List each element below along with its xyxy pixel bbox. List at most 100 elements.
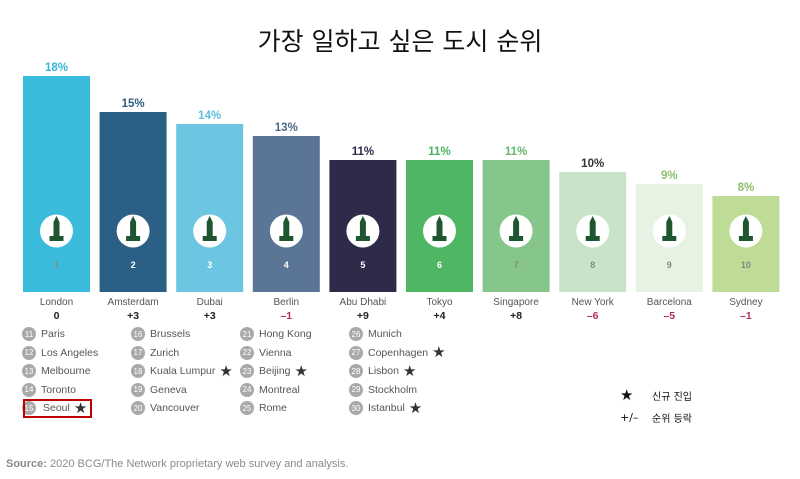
rank-badge: 12	[22, 345, 36, 360]
star-icon: ★	[402, 362, 417, 380]
rank-list-item: 16 Brussels	[131, 325, 233, 344]
city-name: Melbourne	[41, 365, 91, 378]
icon-base	[355, 236, 370, 241]
rank-list-item: 21 Hong Kong	[240, 325, 312, 344]
source-note: Source: 2020 BCG/The Network proprietary…	[6, 458, 348, 470]
rank-list-item: 30 Istanbul ★	[349, 399, 446, 418]
sagrada-familia-icon	[652, 214, 686, 248]
city-name: Paris	[41, 328, 65, 341]
rank-number: 4	[284, 260, 289, 270]
value-label: 10%	[581, 158, 604, 170]
icon-tower	[436, 222, 443, 236]
icon-tower	[589, 222, 596, 236]
icon-base	[279, 236, 294, 241]
rank-badge: 16	[131, 327, 145, 342]
rank-number: 7	[514, 260, 519, 270]
rank-list-item: 15 Seoul ★	[22, 398, 98, 418]
rank-number: 9	[667, 260, 672, 270]
star-icon: ★	[620, 386, 634, 404]
rank-number: 3	[207, 260, 212, 270]
bar-chart: 18% 1 London 0 15% 2 Amsterdam +3 14% 3 Dubai +3 13%…	[23, 62, 780, 322]
icon-base	[432, 236, 447, 241]
city-label: Amsterdam	[108, 297, 159, 308]
opera-house-icon	[729, 214, 763, 248]
burj-al-arab-icon	[193, 214, 227, 248]
icon-spire	[359, 216, 366, 222]
icon-tower	[359, 222, 366, 236]
icon-tower	[130, 222, 137, 236]
rank-change: 0	[54, 310, 60, 322]
icon-spire	[589, 216, 596, 222]
rank-number: 8	[590, 260, 595, 270]
value-label: 11%	[428, 146, 450, 158]
rank-list-item: 12 Los Angeles	[22, 344, 98, 363]
rank-badge: 27	[349, 345, 363, 360]
city-label: Singapore	[493, 297, 539, 308]
tokyo-tower-icon	[423, 214, 456, 248]
legend: ★ 신규 진입 +/– 순위 등락	[620, 384, 692, 428]
rank-number: 1	[54, 260, 59, 270]
city-name: Los Angeles	[41, 346, 99, 359]
rank-list-item: 24 Montreal	[240, 381, 312, 400]
rank-list-item: 26 Munich	[349, 325, 446, 344]
city-name: Istanbul	[368, 402, 405, 415]
chart-title: 가장 일하고 싶은 도시 순위	[257, 27, 543, 56]
empire-state-icon	[576, 214, 610, 248]
rank-badge: 19	[131, 382, 145, 397]
city-name: Stockholm	[368, 383, 418, 396]
value-label: 11%	[505, 146, 527, 158]
icon-base	[49, 236, 64, 241]
city-label: Abu Dhabi	[340, 297, 387, 308]
merlion-icon	[499, 214, 533, 248]
rank-badge: 23	[240, 364, 254, 379]
rank-change-symbol: +/–	[620, 410, 639, 424]
icon-base	[126, 236, 141, 241]
city-name: Montreal	[259, 383, 300, 396]
rank-badge: 15	[22, 401, 36, 416]
highlight-box: Seoul ★	[23, 398, 93, 418]
value-label: 15%	[122, 98, 145, 110]
mosque-icon	[346, 214, 380, 248]
rank-list-item: 11 Paris	[22, 325, 98, 344]
city-name: Kuala Lumpur	[150, 365, 216, 378]
city-name: Beijing	[259, 365, 291, 378]
rank-list-item: 17 Zurich	[131, 344, 233, 363]
big-ben-icon	[40, 214, 73, 248]
icon-tower	[513, 222, 520, 236]
rank-change: –5	[663, 310, 675, 322]
rank-list-item: 22 Vienna	[240, 344, 312, 363]
icon-spire	[513, 216, 520, 222]
rank-badge: 14	[22, 382, 36, 397]
rank-badge: 11	[22, 327, 36, 342]
city-label: London	[40, 297, 73, 308]
rank-column: 11 Paris 12 Los Angeles 13 Melbourne 14 Toronto…	[22, 325, 98, 418]
rank-list-item: 25 Rome	[240, 399, 312, 418]
value-label: 8%	[738, 182, 755, 194]
rank-change: +9	[357, 310, 369, 322]
star-icon: ★	[408, 399, 423, 417]
star-icon: ★	[73, 399, 88, 417]
city-name: Munich	[368, 328, 402, 341]
icon-tower	[53, 222, 60, 236]
rank-list-item: 27 Copenhagen ★	[349, 344, 446, 363]
source-prefix: Source:	[6, 458, 47, 470]
rank-list-item: 28 Lisbon ★	[349, 362, 446, 381]
rank-badge: 29	[349, 382, 363, 397]
rank-change: +8	[510, 310, 522, 322]
rank-badge: 18	[131, 364, 145, 379]
city-label: Berlin	[274, 297, 300, 308]
rank-number: 6	[437, 260, 442, 270]
rank-change: –1	[280, 310, 292, 322]
city-name: Zurich	[150, 346, 180, 359]
icon-tower	[283, 222, 290, 236]
rank-change: +3	[204, 310, 216, 322]
icon-spire	[206, 216, 213, 222]
star-icon: ★	[294, 362, 308, 380]
legend-new-label: 신규 진입	[652, 391, 692, 403]
value-label: 9%	[661, 170, 678, 182]
city-name: Rome	[259, 402, 288, 415]
icon-spire	[283, 216, 290, 222]
icon-base	[585, 236, 600, 241]
city-name: Copenhagen	[368, 346, 429, 359]
rank-badge: 13	[22, 364, 36, 379]
